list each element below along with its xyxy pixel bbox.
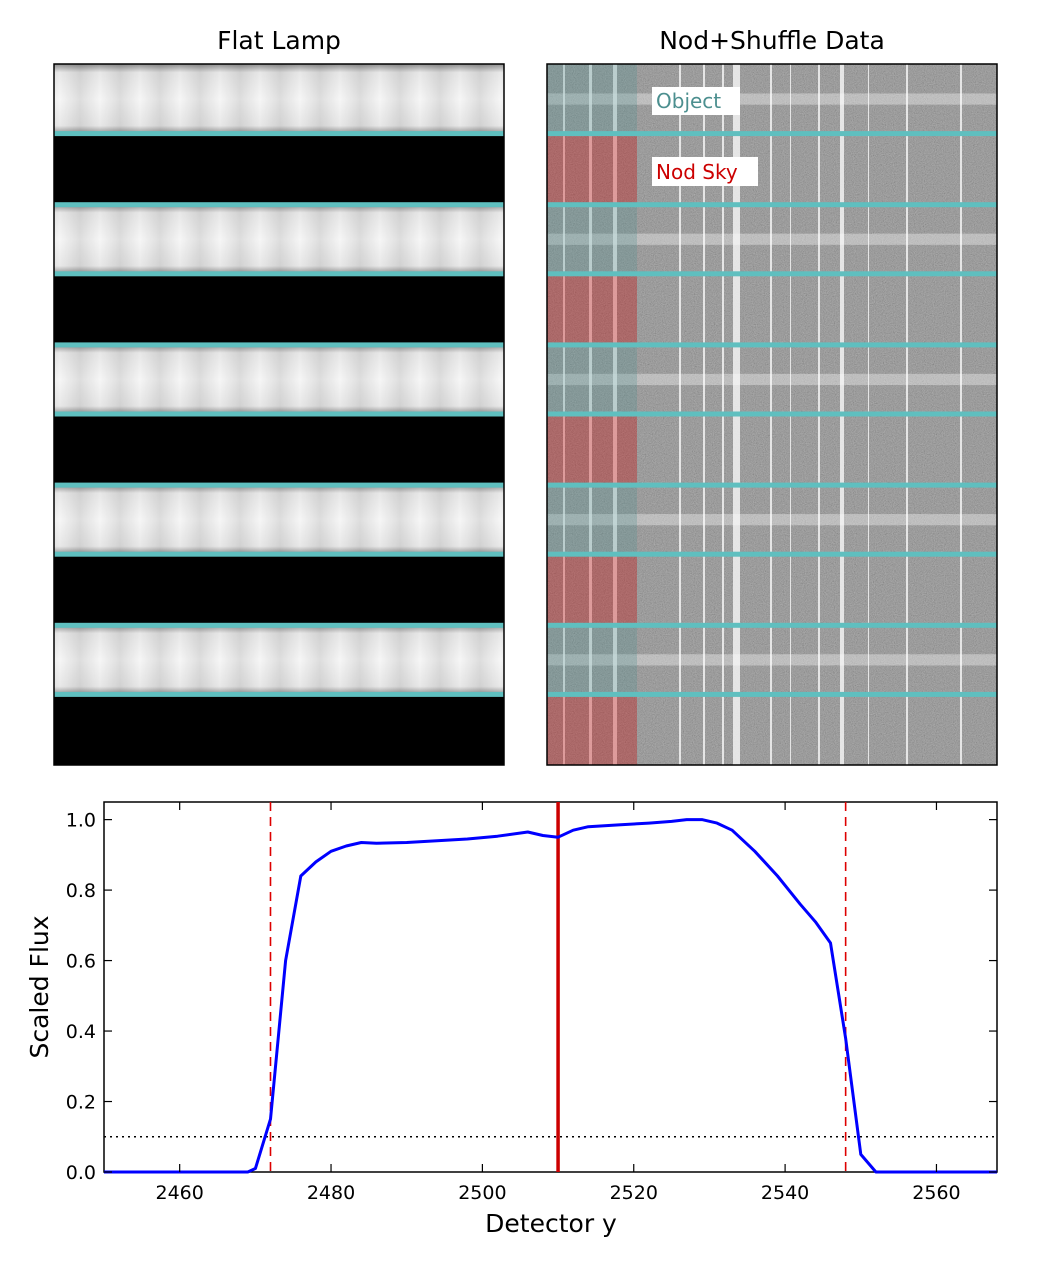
object-highlight [547, 484, 637, 555]
slit-edge-line [54, 411, 504, 417]
x-tick-label: 2520 [610, 1182, 658, 1204]
x-tick-label: 2560 [912, 1182, 960, 1204]
slit-edge-line [54, 551, 504, 557]
flux-chart: 2460 2480 2500 2520 2540 2560 0.0 0.2 0.4 0.6 0.8… [25, 801, 998, 1238]
flat-lamp-fringe [54, 64, 504, 135]
slit-edge-line [547, 131, 997, 137]
data-series [104, 818, 997, 1174]
slit-edge-line [54, 202, 504, 208]
object-trace [547, 93, 997, 105]
object-label-box [652, 87, 740, 115]
object-highlight [547, 344, 637, 415]
ns-frame [546, 63, 998, 766]
slit-edge-line [547, 342, 997, 348]
slit-edge-line [547, 202, 997, 208]
object-trace [547, 654, 997, 666]
slit-edge-line [547, 691, 997, 697]
object-highlight [547, 64, 637, 135]
slit-edge-line [547, 551, 997, 557]
flat-lamp-fringe [54, 484, 504, 555]
nod-sky-label-box [652, 157, 758, 186]
x-tick-label: 2460 [155, 1182, 203, 1204]
y-axis-ticks: 0.0 0.2 0.4 0.6 0.8 1.0 [66, 810, 997, 1184]
y-axis-label: Scaled Flux [25, 915, 54, 1058]
x-tick-label: 2540 [761, 1182, 809, 1204]
slit-edge-line [54, 131, 504, 137]
object-label: Object [656, 89, 721, 113]
flat-lamp-fringe [54, 204, 504, 275]
slit-edge-line [54, 342, 504, 348]
nod-sky-highlight [547, 134, 637, 205]
flat-lamp-fringe [54, 344, 504, 415]
nod-sky-highlight [547, 414, 637, 485]
y-tick-label: 0.0 [66, 1162, 96, 1184]
flat-lamp-fringe [54, 624, 504, 695]
slit-edge-line [547, 622, 997, 628]
ns-rows [547, 64, 997, 765]
y-tick-label: 0.6 [66, 951, 96, 973]
object-highlight [547, 624, 637, 695]
x-axis-ticks: 2460 2480 2500 2520 2540 2560 [155, 802, 961, 1204]
slit-edge-line [547, 482, 997, 488]
slit-edge-line [54, 271, 504, 277]
slit-edge-line [54, 482, 504, 488]
nod-sky-label: Nod Sky [656, 160, 738, 184]
x-tick-label: 2500 [458, 1182, 506, 1204]
object-highlight [547, 204, 637, 275]
slit-edge-line [54, 622, 504, 628]
flat-lamp-panel [53, 63, 505, 766]
nod-sky-highlight [547, 274, 637, 345]
nod-sky-highlight [547, 554, 637, 625]
flux-profile-line [104, 818, 997, 1174]
object-trace [547, 514, 997, 526]
nod-sky-highlight [547, 694, 637, 765]
slit-edge-line [547, 411, 997, 417]
x-axis-label: Detector y [485, 1209, 617, 1238]
y-tick-label: 0.8 [66, 880, 96, 902]
flat-lamp-title: Flat Lamp [217, 26, 341, 55]
y-tick-label: 1.0 [66, 810, 96, 832]
x-tick-label: 2480 [307, 1182, 355, 1204]
object-trace [547, 373, 997, 386]
slit-edge-line [54, 691, 504, 697]
object-trace [547, 233, 997, 245]
slit-edge-line [547, 271, 997, 277]
flat-lamp-rows [54, 64, 504, 697]
y-tick-label: 0.4 [66, 1021, 96, 1043]
plot-area [103, 801, 998, 1173]
nod-shuffle-panel: Object Nod Sky [546, 63, 998, 766]
flat-lamp-frame [53, 63, 505, 766]
nod-shuffle-title: Nod+Shuffle Data [659, 26, 885, 55]
y-tick-label: 0.2 [66, 1092, 96, 1114]
